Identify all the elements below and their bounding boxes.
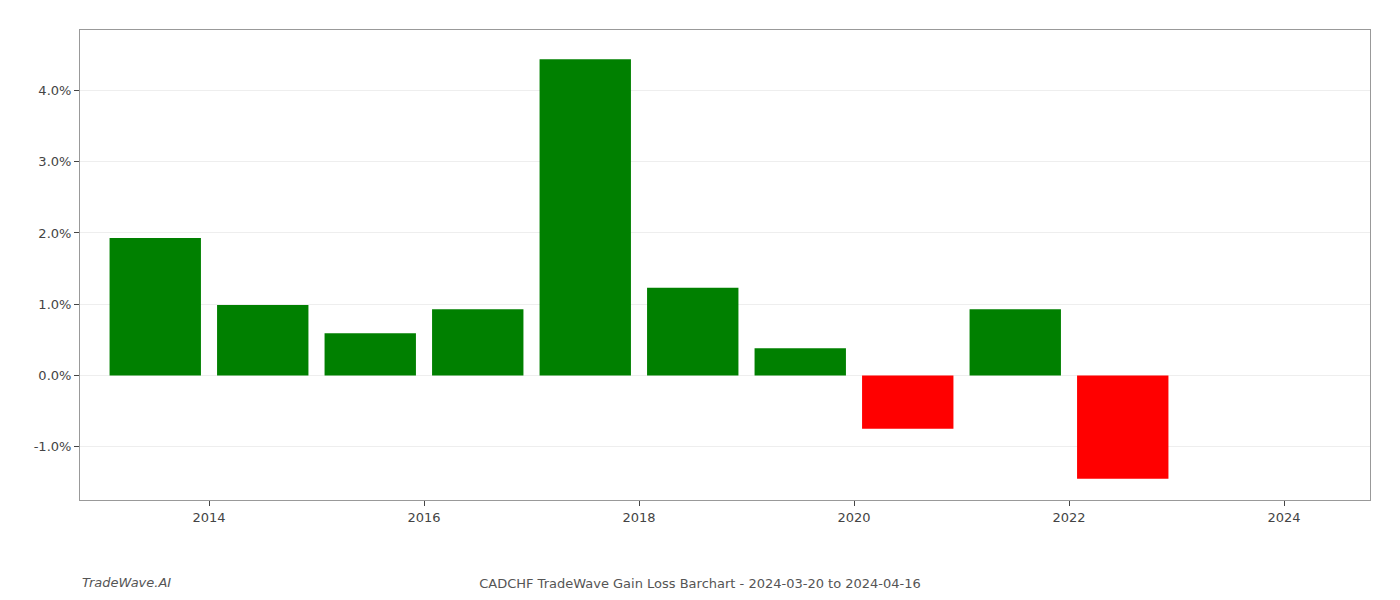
svg-text:TradeWave.AI: TradeWave.AI (82, 575, 171, 590)
svg-text:3.0%: 3.0% (38, 154, 71, 169)
svg-text:1.0%: 1.0% (38, 297, 71, 312)
svg-text:2014: 2014 (192, 510, 225, 525)
svg-text:2.0%: 2.0% (38, 226, 71, 241)
svg-text:4.0%: 4.0% (38, 83, 71, 98)
svg-text:2016: 2016 (407, 510, 440, 525)
svg-text:0.0%: 0.0% (38, 368, 71, 383)
svg-text:CADCHF TradeWave Gain Loss Bar: CADCHF TradeWave Gain Loss Barchart - 20… (479, 576, 921, 591)
svg-text:-1.0%: -1.0% (34, 439, 72, 454)
svg-text:2022: 2022 (1052, 510, 1085, 525)
svg-text:2024: 2024 (1267, 510, 1300, 525)
svg-text:2020: 2020 (837, 510, 870, 525)
svg-text:2018: 2018 (622, 510, 655, 525)
